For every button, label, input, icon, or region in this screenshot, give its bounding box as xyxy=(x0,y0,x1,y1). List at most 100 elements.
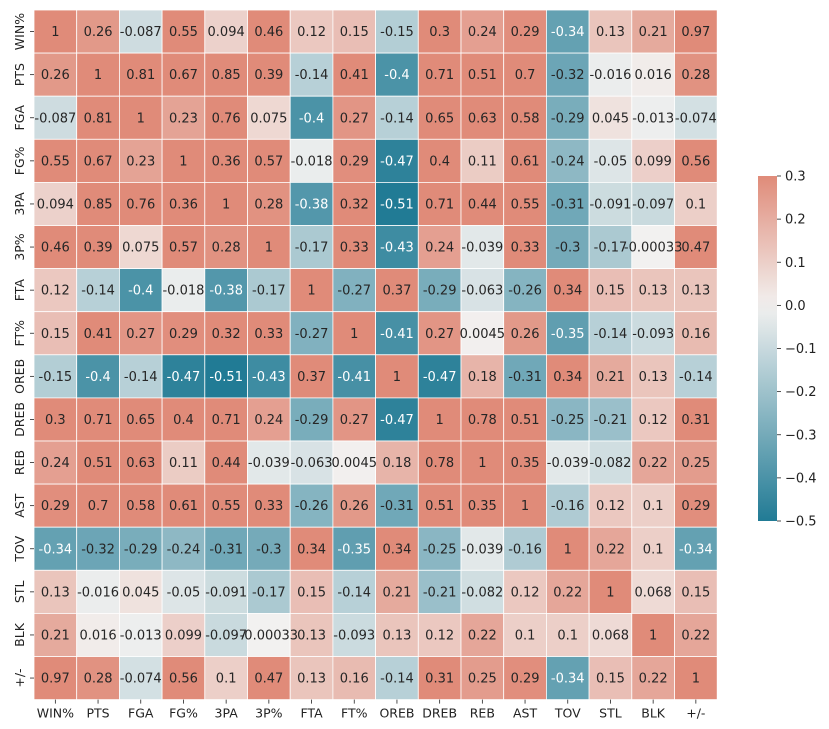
cell-value-label: -0.016 xyxy=(589,68,631,83)
heatmap-cell xyxy=(332,95,376,140)
heatmap-cell xyxy=(119,569,163,614)
heatmap-cell xyxy=(33,440,78,485)
cell-value-label: -0.43 xyxy=(380,241,414,256)
heatmap-cell xyxy=(247,440,291,485)
heatmap-cell xyxy=(204,52,248,97)
x-tick-label: STL xyxy=(599,706,622,721)
cell-value-label: 0.65 xyxy=(126,413,155,428)
heatmap-cell xyxy=(33,613,78,657)
cell-value-label: 0.27 xyxy=(340,413,369,428)
heatmap-cell xyxy=(204,483,248,528)
cell-value-label: 0.51 xyxy=(84,456,113,471)
heatmap-cell xyxy=(161,440,206,485)
cell-value-label: 0.55 xyxy=(212,499,241,514)
cell-value-label: 0.78 xyxy=(425,456,454,471)
heatmap-cell xyxy=(161,569,206,614)
heatmap-cell xyxy=(33,9,78,54)
heatmap-cell xyxy=(460,397,505,442)
heatmap-cell xyxy=(674,526,718,571)
heatmap-cell xyxy=(503,613,547,657)
cell-value-label: -0.091 xyxy=(205,585,247,600)
cell-value-label: 0.21 xyxy=(382,585,411,600)
heatmap-cell xyxy=(247,354,291,399)
y-tick-label: REB xyxy=(12,450,27,475)
cell-value-label: -0.38 xyxy=(295,197,329,212)
cell-value-label: 0.36 xyxy=(212,154,241,169)
heatmap-cell xyxy=(503,569,547,614)
heatmap-cell xyxy=(674,9,718,54)
heatmap-cell xyxy=(674,138,718,183)
heatmap-cell xyxy=(76,440,120,485)
heatmap-cell xyxy=(247,311,291,356)
cell-value-label: 0.12 xyxy=(639,413,668,428)
cell-value-label: -0.26 xyxy=(508,284,542,299)
cell-value-label: 0.31 xyxy=(425,672,454,687)
heatmap-cell xyxy=(503,656,547,700)
heatmap-cell xyxy=(332,613,376,657)
cell-value-label: -0.4 xyxy=(299,111,324,126)
cell-value-label: 0.15 xyxy=(681,585,710,600)
cell-value-label: 0.21 xyxy=(596,370,625,385)
heatmap-cell xyxy=(631,225,675,269)
heatmap-cell xyxy=(119,138,163,183)
heatmap-cell xyxy=(119,440,163,485)
cell-value-label: -0.24 xyxy=(167,542,201,557)
y-tick-label: DREB xyxy=(12,402,27,437)
heatmap-cell xyxy=(546,440,590,485)
cell-value-label: 0.76 xyxy=(126,197,155,212)
heatmap-cell xyxy=(588,9,633,54)
heatmap-cell xyxy=(588,354,633,399)
cell-value-label: -0.14 xyxy=(81,284,115,299)
cell-value-label: 0.34 xyxy=(382,542,411,557)
cell-value-label: 1 xyxy=(478,456,486,471)
cell-value-label: -0.063 xyxy=(291,456,333,471)
cell-value-label: 0.075 xyxy=(122,241,159,256)
cell-value-label: 0.22 xyxy=(596,542,625,557)
heatmap-cell xyxy=(546,181,590,226)
cell-value-label: 0.4 xyxy=(173,413,194,428)
heatmap-cell xyxy=(460,225,505,269)
cell-value-label: -0.018 xyxy=(162,284,204,299)
colorbar-tick-label: −0.4 xyxy=(785,471,817,486)
heatmap-cell xyxy=(460,311,505,356)
heatmap-cell xyxy=(546,569,590,614)
cell-value-label: 0.1 xyxy=(643,542,664,557)
cell-value-label: -0.093 xyxy=(333,628,375,643)
cell-value-label: 0.58 xyxy=(126,499,155,514)
heatmap-cell xyxy=(119,397,163,442)
cell-value-label: 0.094 xyxy=(37,197,74,212)
heatmap-cell xyxy=(503,311,547,356)
heatmap-cell xyxy=(460,613,505,657)
cell-value-label: -0.074 xyxy=(120,672,162,687)
cell-value-label: 0.39 xyxy=(84,241,113,256)
x-tick-label: WIN% xyxy=(37,706,74,721)
heatmap-cell xyxy=(588,95,633,140)
cell-value-label: 0.1 xyxy=(216,672,237,687)
x-tick-label: FG% xyxy=(169,706,198,721)
heatmap-cell xyxy=(631,569,675,614)
cell-value-label: 0.55 xyxy=(511,197,540,212)
heatmap-cell xyxy=(76,225,120,269)
cell-value-label: 0.13 xyxy=(639,370,668,385)
cell-value-label: -0.34 xyxy=(679,542,713,557)
cell-value-label: -0.21 xyxy=(594,413,628,428)
cell-value-label: 0.3 xyxy=(429,25,450,40)
y-tick-label: PTS xyxy=(12,63,27,86)
cell-value-label: -0.05 xyxy=(167,585,201,600)
cell-value-label: 0.29 xyxy=(511,25,540,40)
cell-value-label: 0.27 xyxy=(126,327,155,342)
heatmap-cell xyxy=(119,311,163,356)
cell-value-label: 0.67 xyxy=(84,154,113,169)
heatmap-cell xyxy=(546,95,590,140)
cell-value-label: 0.85 xyxy=(212,68,241,83)
heatmap-cell xyxy=(204,526,248,571)
colorbar-tick-label: 0.3 xyxy=(785,170,806,185)
heatmap-cell xyxy=(289,526,334,571)
cell-value-label: 0.25 xyxy=(681,456,710,471)
cell-value-label: -0.14 xyxy=(380,672,414,687)
heatmap-cell xyxy=(332,440,376,485)
cell-value-label: -0.087 xyxy=(34,111,76,126)
heatmap-cell xyxy=(76,397,120,442)
cell-value-label: -0.38 xyxy=(209,284,243,299)
